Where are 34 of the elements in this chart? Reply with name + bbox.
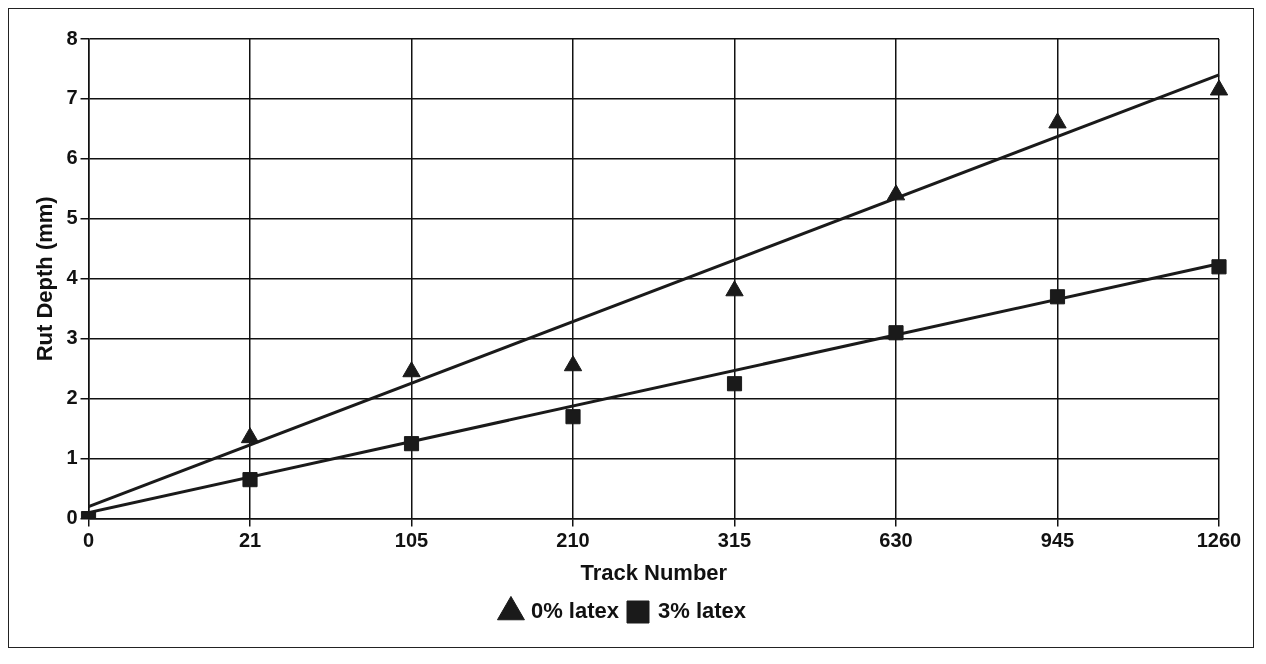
x-tick-label: 0 — [82, 529, 95, 552]
y-tick-label: 0 — [66, 506, 78, 529]
x-tick-label: 945 — [1040, 529, 1075, 552]
y-tick-label: 3 — [66, 326, 78, 349]
point — [563, 355, 583, 372]
y-tick-label: 2 — [66, 386, 78, 409]
legend-label: 0% latex — [530, 598, 620, 624]
y-tick-label: 1 — [66, 446, 78, 469]
y-tick-label: 8 — [66, 26, 78, 49]
point — [242, 472, 258, 488]
legend-label: 3% latex — [658, 598, 747, 624]
y-tick-label: 7 — [66, 86, 78, 109]
point — [402, 361, 421, 378]
point — [1209, 79, 1229, 96]
x-tick-label: 21 — [238, 529, 262, 552]
point — [886, 184, 906, 201]
point — [1048, 112, 1067, 129]
x-tick-label: 105 — [394, 529, 429, 552]
x-tick-label: 210 — [556, 529, 590, 552]
y-axis-title: Rut Depth (mm) — [32, 196, 58, 362]
point — [726, 376, 743, 392]
y-tick-label: 6 — [66, 146, 78, 169]
point — [1211, 259, 1227, 275]
x-tick-label: 630 — [879, 529, 913, 552]
point — [1049, 289, 1066, 305]
point — [403, 436, 420, 452]
y-tick-label: 4 — [66, 266, 79, 289]
x-tick-label: 315 — [717, 529, 752, 552]
y-tick-label: 5 — [66, 206, 78, 229]
x-axis-title: Track Number — [580, 559, 728, 585]
point — [565, 409, 581, 425]
x-tick-label: 1260 — [1196, 529, 1242, 552]
point — [888, 325, 904, 341]
point — [725, 280, 744, 297]
